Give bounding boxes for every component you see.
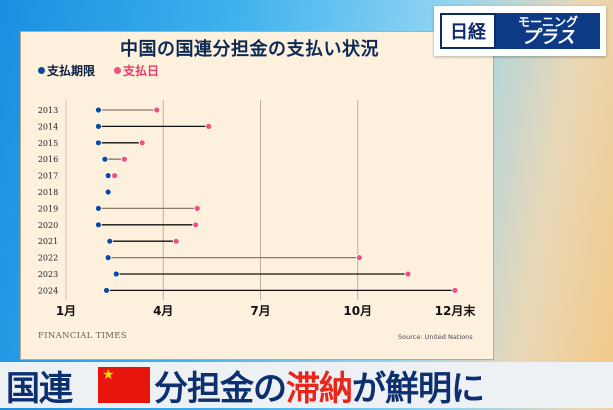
- caption-text: 国連: [6, 368, 73, 409]
- y-tick-label: 2016: [38, 155, 58, 164]
- deadline-point: [106, 237, 114, 245]
- deadline-point: [104, 172, 112, 180]
- payment-date-point: [138, 139, 146, 147]
- deadline-point: [104, 254, 112, 262]
- payment-date-point: [120, 155, 128, 163]
- deadline-point: [103, 286, 110, 294]
- deadline-point: [104, 188, 112, 196]
- y-tick-label: 2018: [38, 188, 58, 197]
- logo-line2: プラス: [521, 27, 575, 48]
- y-tick-label: 2014: [38, 122, 58, 131]
- legend-deadline: 支払期限: [38, 62, 95, 79]
- deadline-point: [101, 155, 109, 163]
- x-tick-label: 7月: [250, 304, 270, 318]
- deadline-point: [95, 123, 102, 130]
- y-tick-label: 2017: [38, 172, 58, 181]
- legend-dot-pink-icon: [114, 67, 121, 74]
- deadline-point: [95, 221, 102, 229]
- caption-text: が鮮明に: [352, 368, 485, 409]
- payment-date-point: [451, 286, 459, 294]
- ft-credit: FINANCIAL TIMES: [38, 331, 127, 341]
- payment-date-point: [404, 270, 412, 278]
- y-tick-label: 2024: [38, 286, 58, 295]
- deadline-point: [95, 139, 102, 147]
- y-tick-label: 2023: [38, 270, 58, 279]
- deadline-point: [95, 204, 102, 212]
- x-tick-label: 1月: [56, 304, 76, 318]
- chart-title: 中国の国連分担金の支払い状況: [120, 39, 379, 60]
- payment-date-point: [111, 172, 119, 180]
- caption-text: 分担金の: [154, 368, 287, 409]
- y-tick-label: 2013: [38, 106, 58, 115]
- deadline-point: [95, 106, 102, 114]
- logo-line1: モーニング: [517, 15, 578, 29]
- payment-date-point: [172, 237, 180, 245]
- payment-date-point: [153, 106, 161, 114]
- deadline-point: [112, 270, 120, 278]
- source-note: Source: United Nations: [398, 333, 473, 341]
- legend-label: 支払日: [123, 64, 160, 78]
- payment-date-point: [193, 204, 201, 212]
- legend-label: 支払期限: [47, 64, 96, 78]
- x-tick-label: 4月: [153, 304, 173, 318]
- y-tick-label: 2015: [38, 139, 58, 148]
- payment-date-point: [355, 254, 363, 262]
- china-flag-icon: ★: [98, 367, 150, 403]
- program-logo: 日経 モーニング プラス: [434, 6, 606, 56]
- logo-morning-plus: モーニング プラス: [496, 13, 600, 49]
- chart-panel: [20, 31, 494, 360]
- legend-dot-blue-icon: [38, 67, 45, 74]
- logo-nikkei: 日経: [440, 13, 496, 49]
- y-tick-label: 2021: [38, 237, 58, 246]
- y-tick-label: 2020: [38, 221, 58, 230]
- legend-payment: 支払日: [114, 62, 159, 79]
- y-tick-label: 2022: [38, 254, 58, 263]
- payment-date-point: [192, 221, 200, 229]
- caption-highlight: 滞納: [286, 368, 353, 409]
- news-caption: 国連 ★ 分担金の 滞納 が鮮明に: [0, 362, 613, 409]
- x-tick-label: 12月末: [435, 303, 477, 318]
- payment-date-point: [205, 123, 213, 130]
- y-tick-label: 2019: [38, 204, 58, 213]
- x-tick-label: 10月: [343, 304, 372, 318]
